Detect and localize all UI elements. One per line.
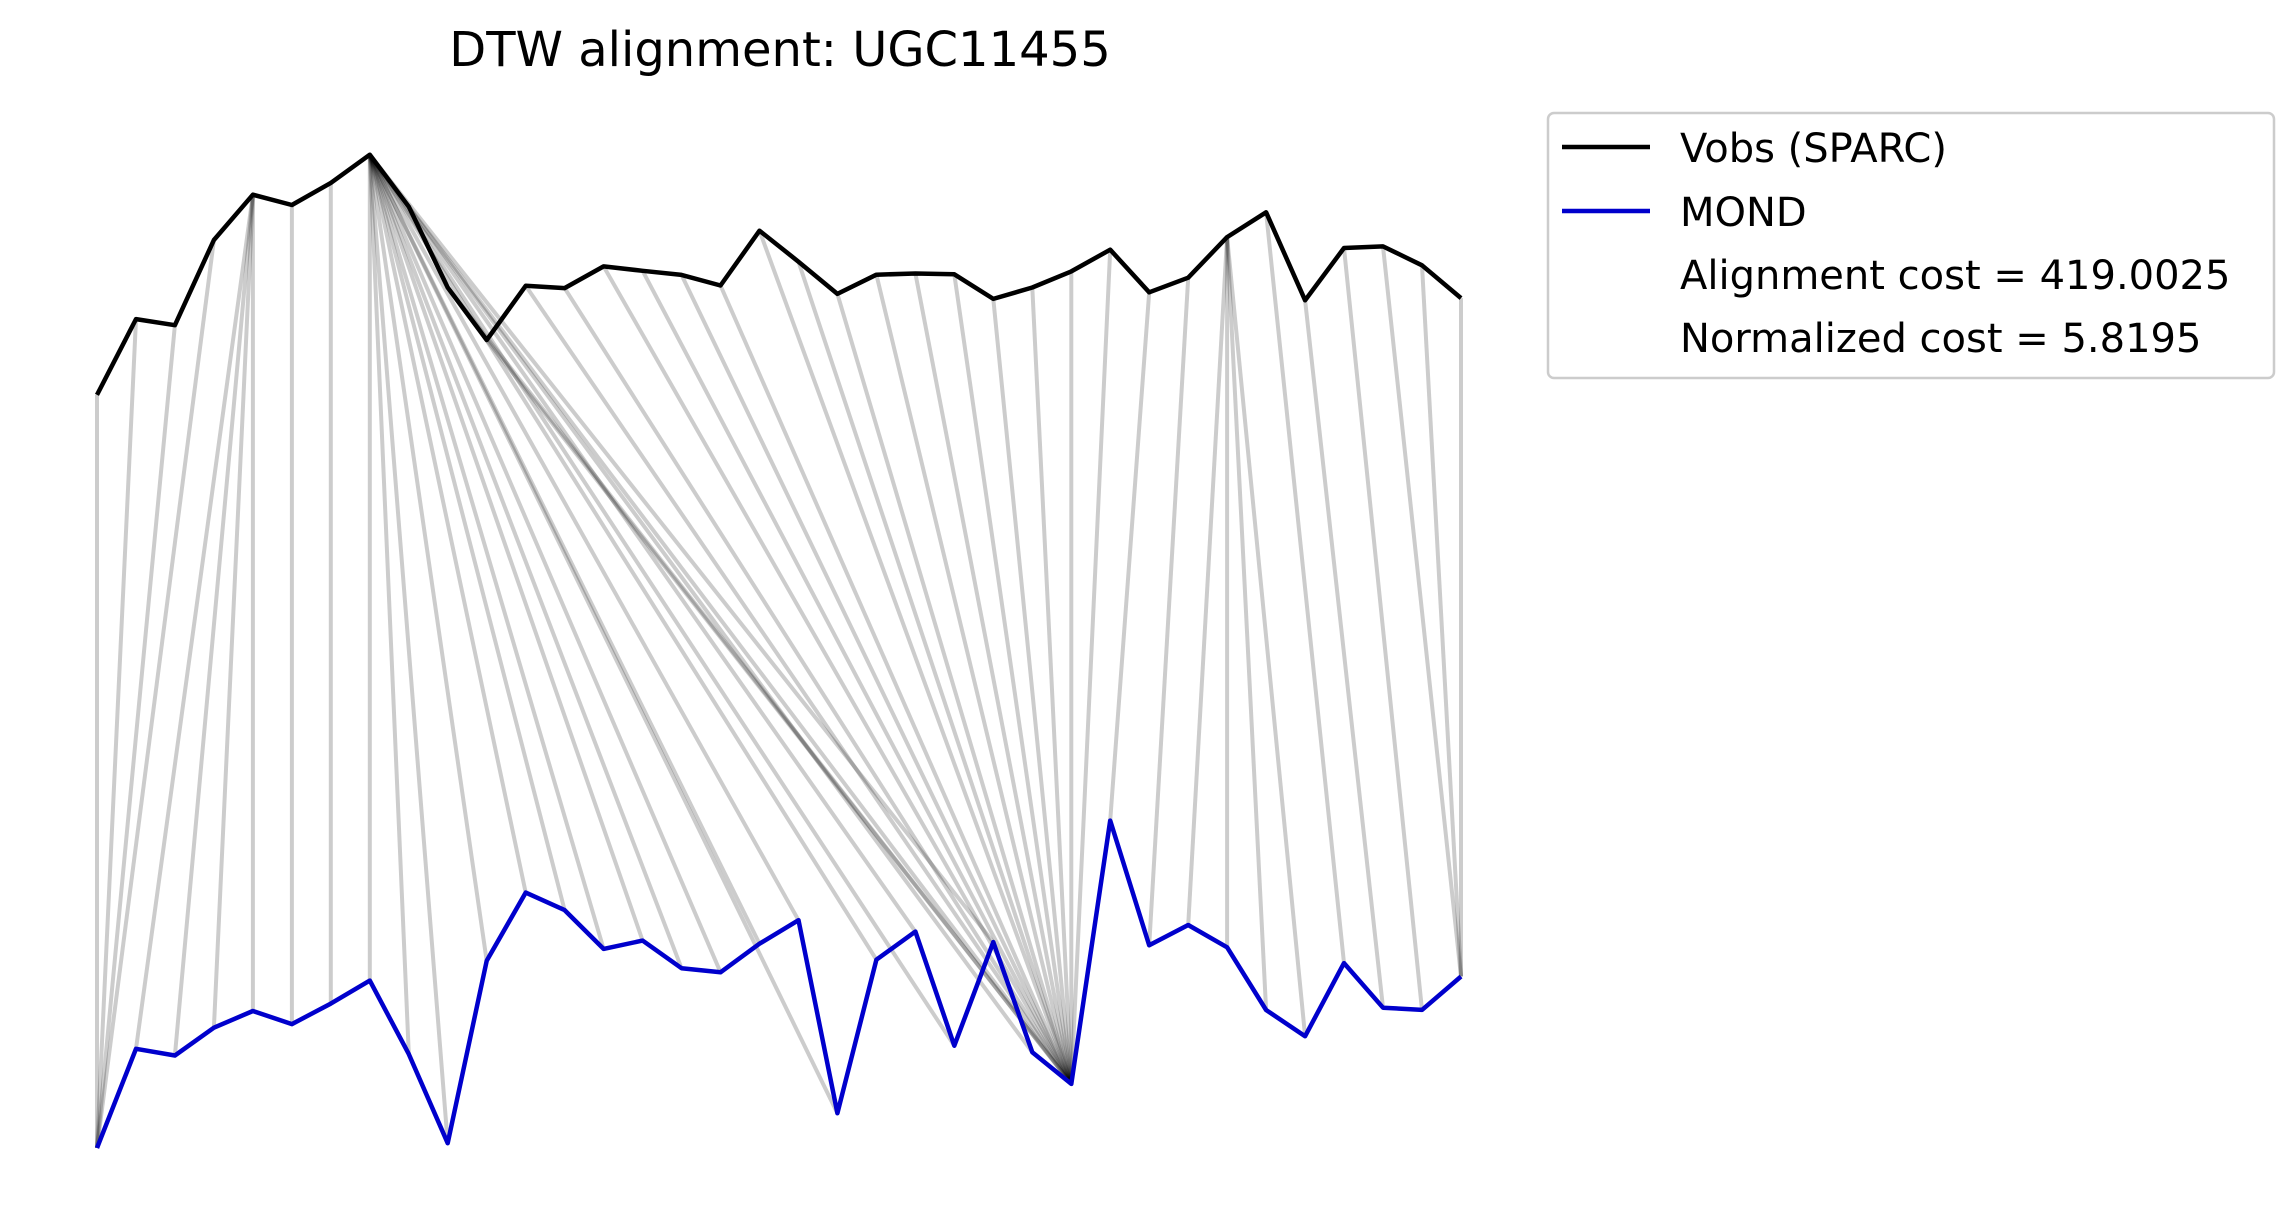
- alignment-cost-label: Alignment cost = 419.0025: [1680, 253, 2230, 299]
- alignment-line-18: [367, 153, 684, 969]
- alignment-line-36: [718, 284, 1074, 1085]
- alignment-line-57: [1420, 265, 1463, 977]
- alignment-line-11: [367, 154, 411, 1055]
- alignment-line-40: [874, 274, 1074, 1085]
- alignment-line-12: [367, 154, 450, 1144]
- alignment-line-53: [1264, 212, 1346, 964]
- alignment-line-39: [835, 293, 1074, 1085]
- alignment-line-23: [368, 153, 879, 961]
- alignment-line-17: [367, 154, 645, 942]
- alignment-line-41: [913, 273, 1074, 1085]
- alignment-line-44: [1030, 287, 1074, 1084]
- alignment-line-52: [1225, 236, 1308, 1037]
- alignment-line-46: [1069, 249, 1113, 1084]
- alignment-line-56: [1381, 246, 1463, 977]
- alignment-line-27: [368, 153, 1034, 1054]
- alignment-lines: [95, 153, 1463, 1149]
- series-lines: [94, 152, 1463, 1149]
- series-line-vobs: [94, 152, 1463, 396]
- legend: Vobs (SPARC) MOND Alignment cost = 419.0…: [1546, 111, 2276, 380]
- alignment-line-15: [367, 154, 567, 911]
- alignment-line-43: [991, 298, 1074, 1085]
- series-line-mond: [94, 818, 1463, 1149]
- alignment-line-51: [1225, 236, 1269, 1011]
- alignment-line-47: [1108, 292, 1152, 821]
- alignment-line-32: [562, 287, 1073, 1085]
- alignment-line-3: [95, 239, 216, 1149]
- alignment-line-5: [172, 194, 255, 1056]
- alignment-line-13: [367, 154, 489, 962]
- alignment-line-4: [134, 194, 255, 1050]
- alignment-line-22: [368, 153, 840, 1115]
- legend-frame: [1546, 111, 2276, 380]
- alignment-line-55: [1342, 247, 1424, 1011]
- alignment-line-49: [1186, 236, 1230, 926]
- alignment-line-21: [368, 153, 801, 922]
- alignment-line-37: [757, 230, 1074, 1085]
- alignment-line-26: [368, 153, 995, 944]
- alignment-line-25: [368, 153, 956, 1047]
- alignment-line-16: [367, 154, 606, 950]
- alignment-line-29: [446, 286, 1073, 1086]
- alignment-line-35: [679, 274, 1074, 1085]
- alignment-line-48: [1147, 277, 1191, 946]
- normalized-cost-label: Normalized cost = 5.8195: [1680, 316, 2201, 362]
- legend-label-mond: MOND: [1680, 190, 1807, 236]
- alignment-line-19: [367, 153, 723, 974]
- alignment-line-38: [796, 261, 1074, 1085]
- alignment-line-30: [485, 338, 1073, 1086]
- alignment-line-42: [952, 274, 1074, 1085]
- alignment-line-24: [368, 153, 918, 933]
- alignment-line-1: [95, 319, 138, 1149]
- alignment-line-28: [407, 205, 1073, 1086]
- legend-label-vobs: Vobs (SPARC): [1680, 126, 1947, 172]
- alignment-line-54: [1303, 300, 1385, 1008]
- alignment-line-6: [211, 194, 255, 1028]
- chart-title: DTW alignment: UGC11455: [449, 22, 1110, 78]
- alignment-line-31: [524, 284, 1073, 1086]
- alignment-line-34: [640, 269, 1074, 1085]
- alignment-line-20: [368, 153, 762, 945]
- alignment-line-2: [95, 325, 177, 1149]
- alignment-line-14: [367, 154, 528, 894]
